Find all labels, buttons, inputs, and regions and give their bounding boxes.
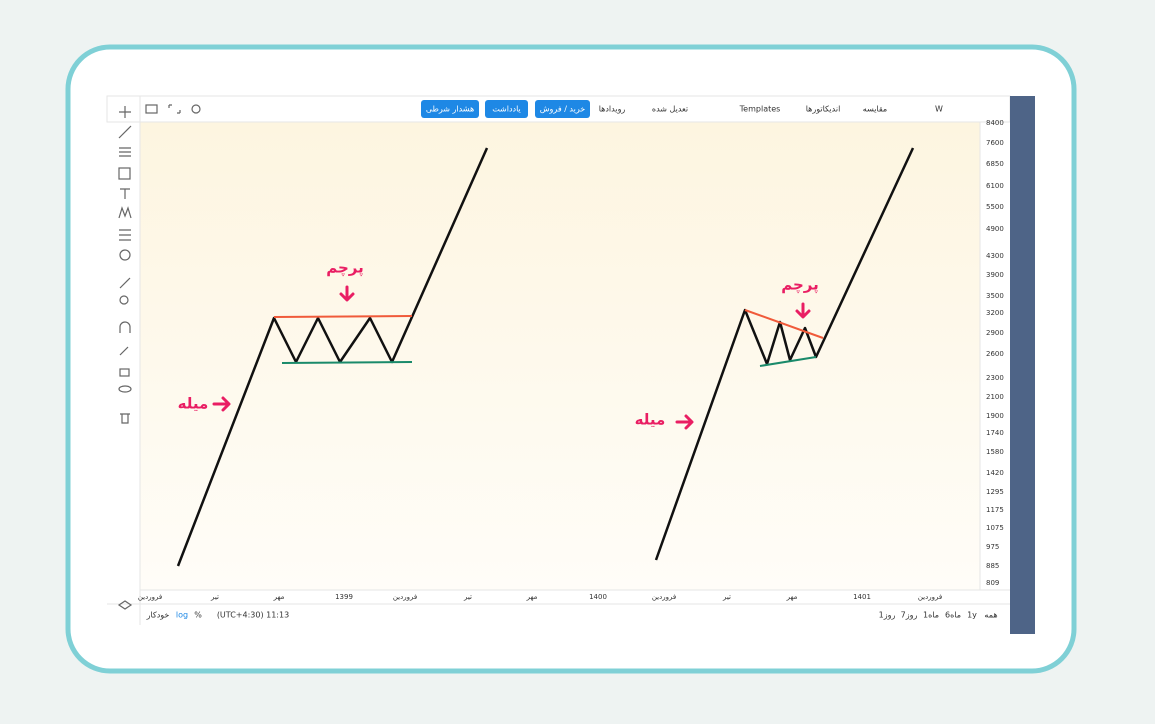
price-label: 4900 <box>986 225 1004 233</box>
price-label: 1075 <box>986 524 1004 532</box>
price-label: 975 <box>986 543 999 551</box>
left-pattern <box>176 147 489 567</box>
annotation: میله <box>635 411 666 429</box>
left-resistance <box>273 315 413 318</box>
price-label: 3200 <box>986 309 1004 317</box>
time-label: فروردین <box>393 593 417 601</box>
price-label: 1580 <box>986 448 1004 456</box>
price-label: 3900 <box>986 271 1004 279</box>
right-pattern <box>654 147 915 561</box>
time-label: 1399 <box>335 593 353 601</box>
range-button[interactable]: 7روز <box>901 611 918 620</box>
button-label[interactable]: یادداشت <box>492 105 521 114</box>
price-label: 6850 <box>986 160 1004 168</box>
toolbar-item[interactable]: اندیکاتورها <box>806 105 841 114</box>
time-label: تیر <box>463 593 472 601</box>
price-label: 1900 <box>986 412 1004 420</box>
bottom-item[interactable]: خودکار <box>146 611 170 620</box>
time-label: 1400 <box>589 593 607 601</box>
price-label: 8400 <box>986 119 1004 127</box>
time-label: مهر <box>273 593 285 601</box>
chart-area <box>140 122 980 590</box>
toolbar-item[interactable]: رویدادها <box>599 105 626 114</box>
toolbar-item[interactable]: مقایسه <box>863 105 887 114</box>
left-support <box>281 361 413 364</box>
price-label: 1175 <box>986 506 1004 514</box>
range-button[interactable]: همه <box>984 611 997 620</box>
right-support <box>759 356 817 367</box>
range-button[interactable]: 1روز <box>879 611 896 620</box>
price-label: 885 <box>986 562 999 570</box>
price-label: 809 <box>986 579 999 587</box>
price-label: 6100 <box>986 182 1004 190</box>
price-label: 1295 <box>986 488 1004 496</box>
time-label: 1401 <box>853 593 871 601</box>
button-label[interactable]: هشدار شرطی <box>426 105 474 114</box>
drawings <box>176 147 915 567</box>
price-label: 5500 <box>986 203 1004 211</box>
time-label: تیر <box>722 593 731 601</box>
bottom-item[interactable]: (UTC+4:30) 11:13 <box>217 611 289 620</box>
toolbar-item[interactable]: W <box>935 105 943 114</box>
range-button[interactable]: 1ماه <box>923 611 939 620</box>
toolbar-item[interactable]: Templates <box>739 105 781 114</box>
toolbar-button[interactable] <box>421 100 479 118</box>
price-label: 7600 <box>986 139 1004 147</box>
left-tools <box>117 104 201 610</box>
price-label: 1420 <box>986 469 1004 477</box>
toolbar-button[interactable] <box>485 100 528 118</box>
range-button[interactable]: 1y <box>967 611 977 620</box>
time-label: مهر <box>786 593 798 601</box>
price-label: 2300 <box>986 374 1004 382</box>
price-label: 1740 <box>986 429 1004 437</box>
time-label: مهر <box>526 593 538 601</box>
price-label: 2100 <box>986 393 1004 401</box>
price-label: 2600 <box>986 350 1004 358</box>
right-sidebar <box>1010 96 1035 634</box>
time-label: فروردین <box>918 593 942 601</box>
annotation: میله <box>178 395 209 413</box>
bottom-item[interactable]: % <box>194 611 202 620</box>
price-label: 3500 <box>986 292 1004 300</box>
price-label: 4300 <box>986 252 1004 260</box>
time-label: فروردین <box>652 593 676 601</box>
right-resistance <box>744 309 824 339</box>
toolbar-button[interactable] <box>535 100 590 118</box>
range-button[interactable]: 6ماه <box>945 611 961 620</box>
bottom-item[interactable]: log <box>176 611 188 620</box>
time-label: تیر <box>210 593 219 601</box>
annotation: پرچم <box>781 276 819 295</box>
arrows <box>212 285 811 430</box>
time-label: فروردین <box>138 593 162 601</box>
button-label[interactable]: خرید / فروش <box>540 105 585 114</box>
toolbar-item[interactable]: تعدیل شده <box>652 105 688 114</box>
price-label: 2900 <box>986 329 1004 337</box>
annotation: پرچم <box>326 259 364 278</box>
